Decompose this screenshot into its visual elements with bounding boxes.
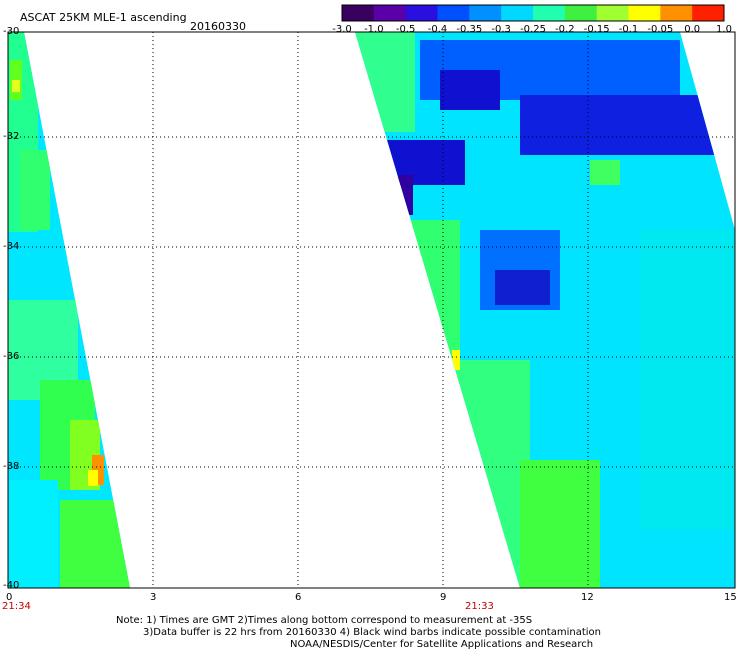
x-tick-label: 3 [150,592,157,603]
colorbar-segment [564,5,598,21]
colorbar-segment [660,5,693,21]
y-tick-label: -38 [3,461,20,472]
date-label: 20160330 [190,20,246,33]
colorbar-tick-label: -0.15 [583,24,610,35]
y-tick-label: -30 [3,26,20,37]
x-tick-label: 12 [581,592,594,603]
colorbar-segment [501,5,534,21]
y-tick-label: -36 [3,351,20,362]
colorbar-tick-label: -0.3 [491,24,511,35]
colorbar [341,4,725,22]
colorbar-tick-label: -0.1 [618,24,639,35]
colorbar-segment [342,5,375,21]
colorbar-segment [596,5,629,21]
note-line-3: NOAA/NESDIS/Center for Satellite Applica… [290,639,594,650]
colorbar-segment [628,5,661,21]
colorbar-tick-label: -0.05 [647,24,674,35]
time-label: 21:33 [465,601,494,612]
grid [8,32,735,588]
colorbar-segment [469,5,502,21]
left-swath [8,32,130,588]
colorbar-tick-label: -3.0 [332,24,352,35]
colorbar-segment [692,5,725,21]
note-line-2: 3)Data buffer is 22 hrs from 20160330 4)… [143,627,601,638]
y-tick-label: -32 [3,131,20,142]
x-tick-label: 15 [724,592,737,603]
y-tick-label: -40 [3,580,20,591]
colorbar-tick-label: -1.0 [364,24,384,35]
colorbar-tick-label: -0.5 [395,24,416,35]
x-tick-label: 9 [440,592,447,603]
colorbar-tick-label: -0.2 [555,24,575,35]
colorbar-tick-label: 0.0 [684,24,701,35]
chart-title: ASCAT 25KM MLE-1 ascending [20,11,187,24]
y-tick-label: -34 [3,241,20,252]
time-label: 21:34 [2,601,31,612]
x-tick-label: 6 [295,592,302,603]
x-tick-label: 0 [6,592,13,603]
colorbar-tick-label: 1.0 [716,24,732,35]
colorbar-tick-label: -0.25 [520,24,546,35]
colorbar-segment [405,5,438,21]
colorbar-tick-label: -0.35 [456,24,483,35]
note-line-1: Note: 1) Times are GMT 2)Times along bot… [116,615,533,626]
colorbar-tick-label: -0.4 [427,24,448,35]
plot-frame [7,31,736,589]
right-swath [355,32,735,588]
colorbar-segment [533,5,566,21]
colorbar-frame [341,4,725,22]
colorbar-segment [373,5,407,21]
colorbar-segment [437,5,470,21]
